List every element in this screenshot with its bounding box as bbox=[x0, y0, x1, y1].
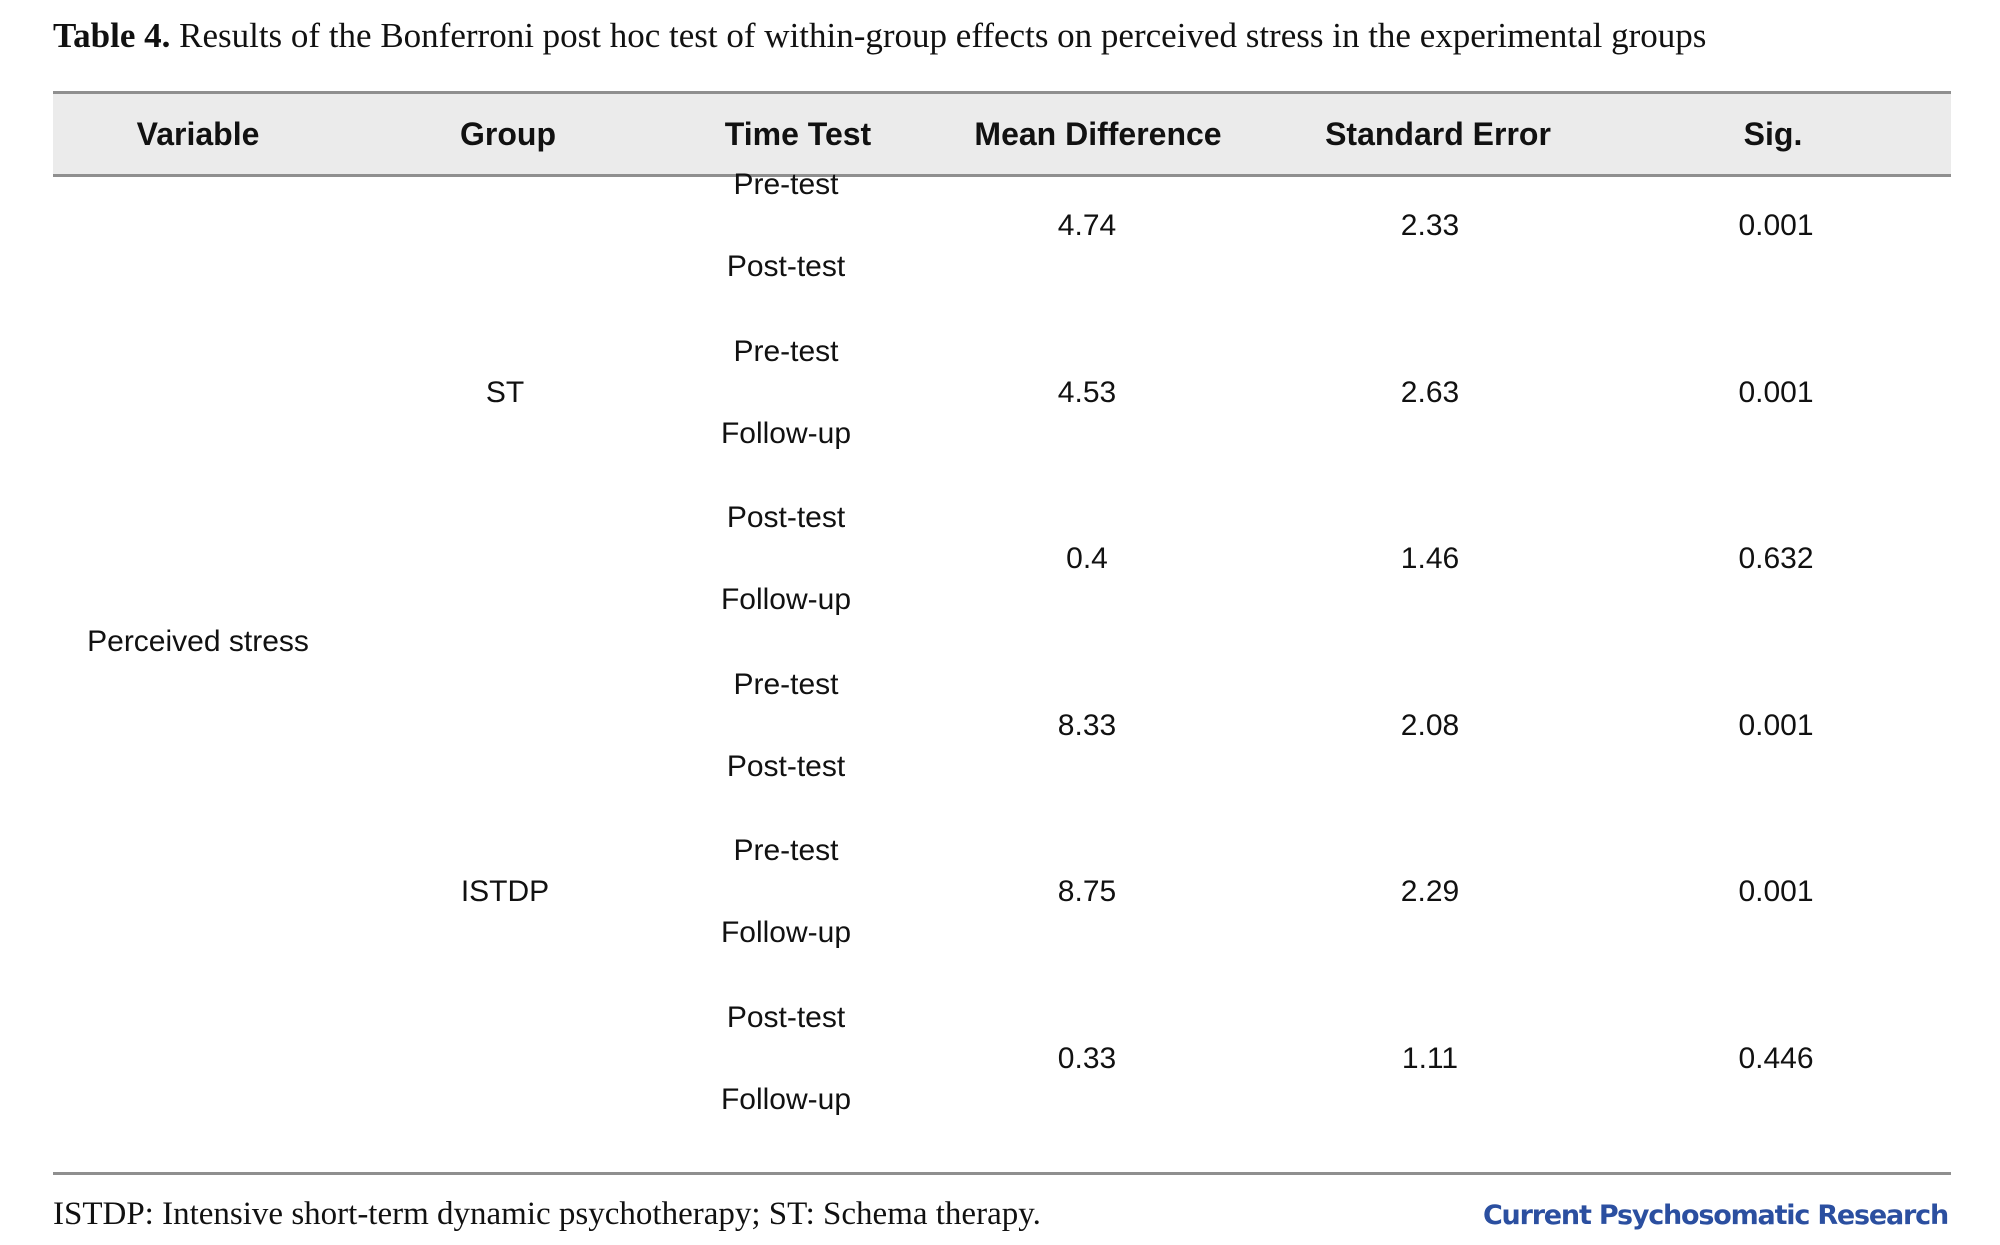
standard-error-value: 1.46 bbox=[1400, 542, 1460, 575]
time-test-to: Follow-up bbox=[720, 416, 852, 450]
header-sig: Sig. bbox=[1743, 116, 1803, 152]
time-test-from: Post-test bbox=[726, 1000, 846, 1034]
sig-value: 0.446 bbox=[1738, 1041, 1814, 1075]
standard-error-value: 2.08 bbox=[1400, 708, 1460, 742]
table-footnote: ISTDP: Intensive short-term dynamic psyc… bbox=[53, 1196, 1041, 1232]
time-test-to: Post-test bbox=[726, 749, 846, 783]
group-label: ST bbox=[485, 375, 525, 409]
mean-difference-value: 0.4 bbox=[1066, 542, 1108, 575]
header-time-test: Time Test bbox=[724, 116, 872, 152]
mean-difference-value: 8.75 bbox=[1057, 875, 1117, 908]
table-bottom-rule bbox=[53, 1172, 1951, 1175]
sig-value: 0.001 bbox=[1738, 375, 1814, 409]
group-label: ISTDP bbox=[460, 875, 550, 908]
mean-difference-value: 0.33 bbox=[1057, 1041, 1117, 1075]
table-caption-label: Table 4. bbox=[53, 16, 171, 55]
time-test-from: Post-test bbox=[726, 501, 846, 534]
header-group: Group bbox=[460, 116, 556, 152]
header-standard-error: Standard Error bbox=[1325, 116, 1551, 152]
standard-error-value: 1.11 bbox=[1401, 1041, 1459, 1075]
mean-difference-value: 4.53 bbox=[1057, 375, 1117, 409]
journal-logo: Current Psychosomatic Research bbox=[1482, 1200, 1949, 1231]
table-header: Variable Group Time Test Mean Difference… bbox=[53, 94, 1951, 174]
time-test-to: Follow-up bbox=[720, 916, 852, 949]
table-top-rule bbox=[53, 91, 1951, 94]
time-test-to: Follow-up bbox=[720, 1082, 852, 1116]
mean-difference-value: 8.33 bbox=[1057, 708, 1117, 742]
time-test-to: Post-test bbox=[726, 250, 846, 283]
table-caption: Table 4. Results of the Bonferroni post … bbox=[53, 14, 1953, 58]
sig-value: 0.632 bbox=[1738, 542, 1814, 575]
standard-error-value: 2.29 bbox=[1400, 875, 1460, 908]
sig-value: 0.001 bbox=[1738, 875, 1814, 908]
sig-value: 0.001 bbox=[1738, 209, 1814, 242]
standard-error-value: 2.63 bbox=[1400, 375, 1460, 409]
table-header-rule bbox=[53, 174, 1951, 177]
time-test-from: Pre-test bbox=[733, 334, 839, 368]
time-test-to: Follow-up bbox=[720, 583, 852, 616]
variable-label: Perceived stress bbox=[87, 625, 309, 659]
time-test-from: Pre-test bbox=[733, 834, 839, 867]
table-caption-text: Results of the Bonferroni post hoc test … bbox=[179, 16, 1707, 55]
header-variable: Variable bbox=[136, 116, 260, 152]
mean-difference-value: 4.74 bbox=[1057, 209, 1117, 242]
time-test-from: Pre-test bbox=[733, 667, 839, 701]
standard-error-value: 2.33 bbox=[1400, 209, 1460, 242]
sig-value: 0.001 bbox=[1738, 708, 1814, 742]
time-test-from: Pre-test bbox=[733, 168, 839, 201]
header-mean-difference: Mean Difference bbox=[974, 116, 1222, 152]
